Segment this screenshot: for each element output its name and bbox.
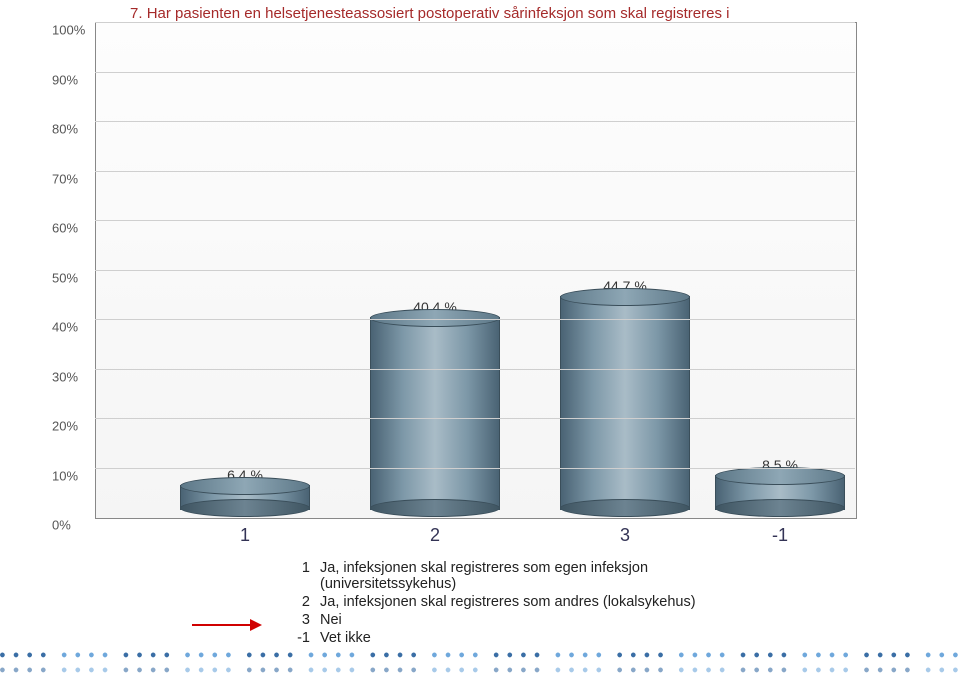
legend-key: 3 bbox=[280, 612, 320, 628]
x-tick-label: 2 bbox=[370, 525, 500, 546]
decorative-dots: ● ● ● ●● ● ● ●● ● ● ●● ● ● ●● ● ● ●● ● ●… bbox=[0, 646, 960, 677]
y-tick-label: 60% bbox=[52, 221, 78, 236]
gridline bbox=[95, 319, 855, 320]
gridline bbox=[95, 270, 855, 271]
y-tick-label: 70% bbox=[52, 171, 78, 186]
bar: 6,4 % bbox=[180, 485, 310, 517]
y-tick-label: 40% bbox=[52, 320, 78, 335]
bar: 8,5 % bbox=[715, 475, 845, 517]
y-tick-label: 20% bbox=[52, 419, 78, 434]
y-tick-label: 50% bbox=[52, 270, 78, 285]
bar: 44,7 % bbox=[560, 296, 690, 517]
gridline bbox=[95, 121, 855, 122]
legend-key: 1 bbox=[280, 560, 320, 576]
legend-row: 3Nei bbox=[280, 612, 760, 628]
gridline bbox=[95, 369, 855, 370]
gridline bbox=[95, 220, 855, 221]
legend-key: -1 bbox=[280, 630, 320, 646]
gridline bbox=[95, 468, 855, 469]
y-tick-label: 90% bbox=[52, 72, 78, 87]
gridline bbox=[95, 72, 855, 73]
y-tick-label: 30% bbox=[52, 369, 78, 384]
y-tick-label: 80% bbox=[52, 122, 78, 137]
x-tick-label: 3 bbox=[560, 525, 690, 546]
legend-text: Ja, infeksjonen skal registreres som ege… bbox=[320, 560, 760, 592]
title-number: 7. bbox=[130, 5, 143, 22]
legend-row: 1Ja, infeksjonen skal registreres som eg… bbox=[280, 560, 760, 592]
legend-row: -1Vet ikke bbox=[280, 630, 760, 646]
y-tick-label: 100% bbox=[52, 23, 85, 38]
y-tick-label: 10% bbox=[52, 468, 78, 483]
gridline bbox=[95, 171, 855, 172]
legend-text: Nei bbox=[320, 612, 760, 628]
gridline bbox=[95, 22, 855, 23]
legend-key: 2 bbox=[280, 594, 320, 610]
x-tick-label: -1 bbox=[715, 525, 845, 546]
x-tick-label: 1 bbox=[180, 525, 310, 546]
legend: 1Ja, infeksjonen skal registreres som eg… bbox=[280, 560, 760, 648]
legend-text: Vet ikke bbox=[320, 630, 760, 646]
y-tick-label: 0% bbox=[52, 518, 71, 533]
gridline bbox=[95, 418, 855, 419]
legend-text: Ja, infeksjonen skal registreres som and… bbox=[320, 594, 760, 610]
legend-row: 2Ja, infeksjonen skal registreres som an… bbox=[280, 594, 760, 610]
